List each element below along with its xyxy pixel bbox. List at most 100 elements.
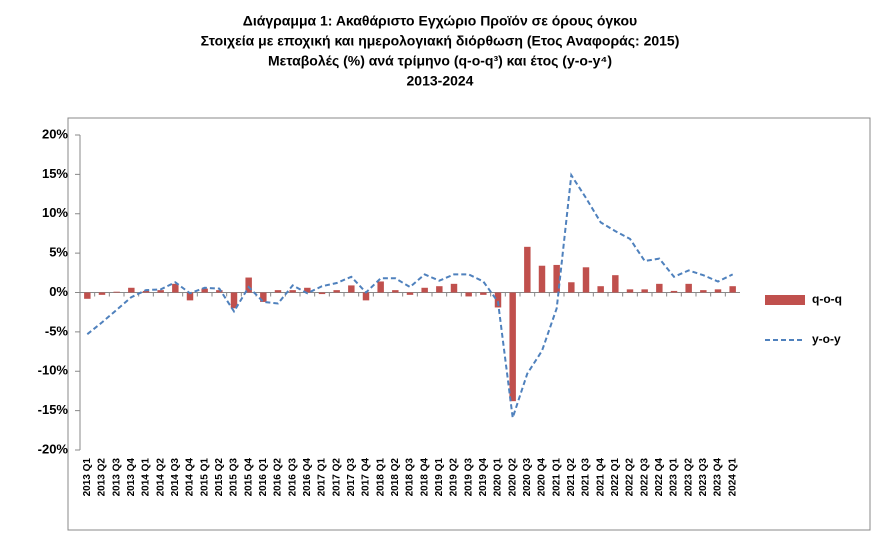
x-tick-label: 2019 Q4 — [478, 458, 489, 497]
x-tick-label: 2013 Q3 — [111, 458, 122, 497]
bar — [84, 292, 91, 299]
bar — [98, 292, 106, 295]
x-tick-label: 2022 Q2 — [625, 458, 636, 497]
bar — [172, 283, 179, 293]
bar — [113, 291, 120, 293]
x-tick-label: 2020 Q4 — [537, 458, 548, 497]
bar — [216, 290, 223, 293]
y-tick-label: 0% — [49, 284, 68, 299]
bar — [421, 287, 428, 293]
y-tick-label: -15% — [38, 402, 69, 417]
bar — [348, 285, 355, 293]
x-tick-label: 2017 Q2 — [331, 458, 342, 497]
bar — [729, 286, 736, 293]
x-tick-label: 2023 Q3 — [698, 458, 709, 497]
bar — [626, 289, 634, 293]
x-tick-label: 2015 Q2 — [214, 458, 225, 497]
x-tick-label: 2021 Q3 — [581, 458, 592, 497]
bar — [406, 292, 414, 295]
x-tick-label: 2021 Q2 — [566, 458, 577, 497]
x-tick-label: 2014 Q4 — [185, 458, 196, 497]
bar — [480, 292, 487, 295]
x-tick-label: 2016 Q1 — [258, 458, 269, 497]
bar — [260, 292, 267, 302]
bar — [538, 265, 546, 293]
bar — [304, 287, 311, 293]
x-tick-label: 2014 Q2 — [155, 458, 166, 497]
x-tick-label: 2022 Q1 — [610, 458, 621, 497]
x-tick-label: 2013 Q1 — [82, 458, 93, 497]
bar — [494, 292, 502, 308]
legend-label: y-o-y — [812, 332, 841, 346]
bar — [450, 283, 458, 293]
bar — [685, 283, 692, 293]
x-tick-label: 2017 Q3 — [346, 458, 357, 497]
bar — [362, 292, 370, 301]
x-tick-label: 2015 Q4 — [243, 458, 254, 497]
x-tick-label: 2019 Q2 — [449, 458, 460, 497]
x-tick-label: 2016 Q3 — [287, 458, 298, 497]
chart-title: Διάγραμμα 1: Ακαθάριστο Εγχώριο Προϊόν σ… — [243, 13, 637, 29]
bar — [582, 267, 590, 293]
x-tick-label: 2018 Q3 — [405, 458, 416, 497]
bar — [465, 292, 472, 297]
bar — [289, 290, 296, 293]
legend-swatch — [765, 295, 805, 305]
y-tick-label: 20% — [42, 126, 68, 141]
x-tick-label: 2019 Q1 — [434, 458, 445, 497]
legend-label: q-o-q — [812, 292, 842, 306]
y-tick-label: 15% — [42, 166, 68, 181]
chart-title: 2013-2024 — [407, 73, 474, 89]
x-tick-label: 2018 Q4 — [419, 458, 430, 497]
x-tick-label: 2018 Q2 — [390, 458, 401, 497]
bar — [553, 264, 560, 293]
line — [86, 172, 734, 419]
bar — [186, 292, 194, 301]
x-tick-label: 2018 Q1 — [375, 458, 386, 497]
x-tick-label: 2023 Q2 — [683, 458, 694, 497]
bar — [142, 290, 150, 293]
x-tick-label: 2013 Q4 — [126, 458, 137, 497]
x-tick-label: 2015 Q1 — [199, 458, 210, 497]
y-tick-label: -20% — [38, 441, 69, 456]
x-tick-label: 2015 Q3 — [229, 458, 240, 497]
x-tick-label: 2021 Q1 — [551, 458, 562, 497]
x-tick-label: 2020 Q2 — [507, 458, 518, 497]
bar — [568, 282, 575, 293]
bar — [670, 290, 678, 293]
y-tick-label: 10% — [42, 205, 68, 220]
x-tick-label: 2013 Q2 — [97, 458, 108, 497]
chart-title: Στοιχεία με εποχική και ημερολογιακή διό… — [201, 33, 680, 49]
x-tick-label: 2017 Q1 — [317, 458, 328, 497]
y-tick-label: -5% — [45, 323, 69, 338]
bar — [524, 246, 531, 293]
x-tick-label: 2023 Q1 — [669, 458, 680, 497]
x-tick-label: 2019 Q3 — [463, 458, 474, 497]
x-tick-label: 2022 Q3 — [639, 458, 650, 497]
bar — [392, 290, 399, 293]
bar — [714, 289, 722, 293]
x-tick-label: 2021 Q4 — [595, 458, 606, 497]
bar — [230, 292, 238, 309]
x-tick-label: 2017 Q4 — [361, 458, 372, 497]
bar — [157, 290, 164, 293]
bar — [245, 277, 252, 293]
bar — [318, 292, 326, 295]
chart-title: Μεταβολές (%) ανά τρίμηνο (q-o-q³) και έ… — [268, 53, 612, 69]
bar — [377, 281, 384, 293]
bar — [509, 292, 516, 402]
bar — [436, 286, 443, 293]
bar — [656, 283, 663, 293]
x-tick-label: 2014 Q3 — [170, 458, 181, 497]
x-tick-label: 2024 Q1 — [727, 458, 738, 497]
x-tick-label: 2022 Q4 — [654, 458, 665, 497]
y-tick-label: -10% — [38, 363, 69, 378]
x-tick-label: 2023 Q4 — [713, 458, 724, 497]
bar — [700, 290, 707, 293]
bar — [333, 290, 340, 293]
bar — [641, 289, 648, 293]
x-tick-label: 2020 Q1 — [493, 458, 504, 497]
x-tick-label: 2016 Q4 — [302, 458, 313, 497]
